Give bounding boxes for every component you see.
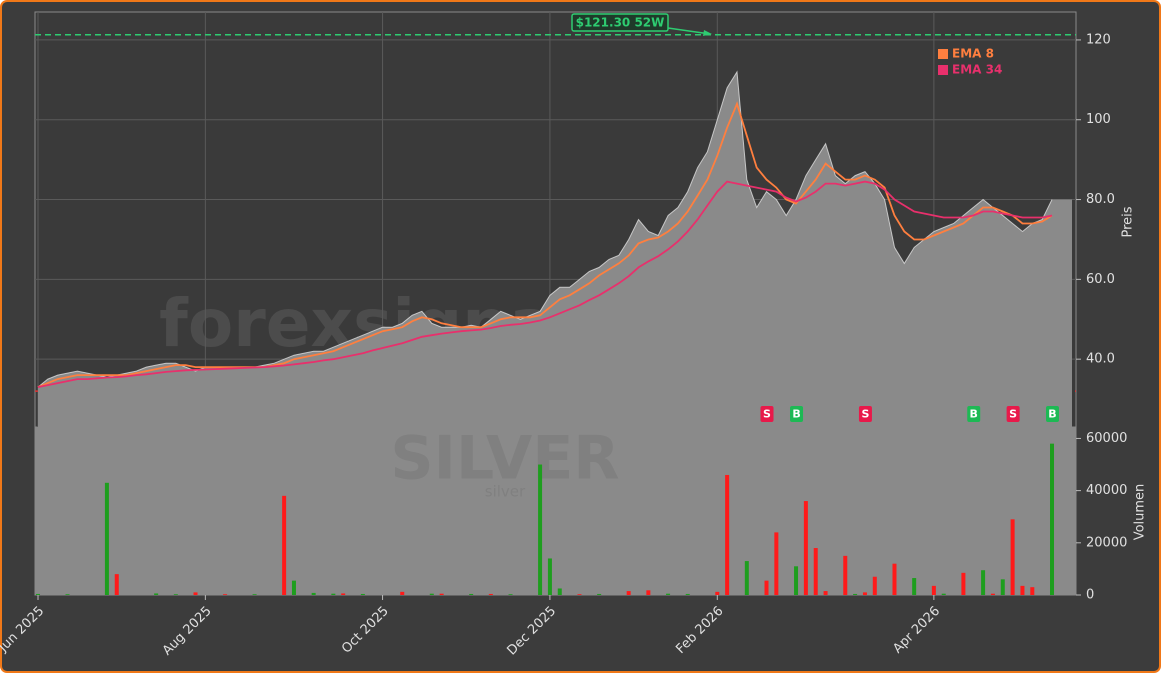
y2-tick-label: 60000 <box>1086 431 1127 446</box>
volume-bar <box>961 572 966 595</box>
volume-bar <box>439 593 444 595</box>
volume-bar <box>252 594 257 595</box>
legend-swatch <box>938 49 948 59</box>
volume-bar <box>646 590 651 595</box>
volume-bar <box>931 585 936 595</box>
y2-axis-label: Volumen <box>1133 484 1148 541</box>
signal-label: S <box>861 408 869 421</box>
signal-badge <box>858 406 872 422</box>
volume-bar <box>597 593 602 595</box>
volume-bar <box>853 593 858 595</box>
volume-bar <box>1020 585 1025 595</box>
volume-bar <box>872 576 877 595</box>
y-tick-label: 60.0 <box>1086 272 1115 287</box>
volume-bar <box>685 593 690 595</box>
volume-bar <box>1050 443 1054 595</box>
volume-bar <box>666 593 671 595</box>
volume-bar <box>1010 519 1015 595</box>
volume-bar <box>941 593 946 595</box>
volume-bar <box>488 593 493 595</box>
y-tick-label: 40.0 <box>1086 352 1115 367</box>
volume-bar <box>193 592 198 595</box>
volume-bar <box>154 593 159 595</box>
y-axis-label: Preis <box>1121 206 1136 237</box>
volume-bar <box>892 563 897 595</box>
legend-label: EMA 8 <box>952 47 994 61</box>
volume-bar <box>538 464 543 595</box>
volume-bar <box>331 593 336 595</box>
volume-bar <box>508 594 513 595</box>
annotation-arrow <box>667 27 711 35</box>
y2-tick-label: 0 <box>1086 588 1094 603</box>
ema-line <box>37 101 1053 388</box>
volume-bar <box>311 592 316 595</box>
signal-badge <box>1006 406 1020 422</box>
volume-bar <box>990 593 995 595</box>
volume-bar <box>547 558 552 595</box>
legend-swatch <box>938 65 948 75</box>
volume-bar <box>65 594 70 595</box>
volume-panel <box>34 427 1077 596</box>
volume-bar <box>173 594 178 595</box>
volume-bar <box>803 501 808 595</box>
volume-bar <box>104 482 109 595</box>
volume-bar <box>862 592 867 595</box>
signal-label: S <box>763 408 771 421</box>
signal-badge <box>790 406 804 422</box>
signal-badge <box>1046 406 1059 422</box>
y2-tick-label: 20000 <box>1086 535 1127 550</box>
annotation-label: $121.30 52W <box>576 16 665 30</box>
legend-label: EMA 34 <box>952 63 1002 77</box>
volume-bar <box>626 591 631 595</box>
y-tick-label: 100 <box>1086 112 1111 127</box>
symbol-sub: silver <box>485 483 526 501</box>
signal-label: B <box>792 408 800 421</box>
volume-bar <box>114 574 119 595</box>
ema-line <box>37 180 1053 388</box>
volume-bar <box>469 593 474 595</box>
signal-badge <box>760 406 774 422</box>
volume-bar <box>1030 587 1035 595</box>
volume-bar <box>1000 579 1005 595</box>
volume-bar <box>400 591 405 595</box>
volume-bar <box>981 570 986 595</box>
volume-bar <box>823 591 828 595</box>
symbol-watermark: SILVER <box>390 424 619 494</box>
volume-bar <box>360 593 365 595</box>
volume-bar <box>813 548 818 595</box>
volume-bar <box>36 593 40 595</box>
signal-label: B <box>970 408 978 421</box>
volume-bar <box>429 593 434 595</box>
volume-bar <box>744 561 749 595</box>
signal-label: S <box>1009 408 1017 421</box>
volume-bar <box>715 591 720 595</box>
volume-bar <box>291 580 296 595</box>
volume-bar <box>764 580 769 595</box>
volume-bar <box>341 593 346 595</box>
annotation-arrowhead <box>703 30 712 36</box>
volume-bar <box>843 555 848 595</box>
volume-bar <box>794 566 799 595</box>
y-tick-label: 80.0 <box>1086 192 1115 207</box>
volume-bar <box>577 594 582 595</box>
signal-label: B <box>1048 408 1056 421</box>
volume-bar <box>725 474 730 595</box>
signal-badge <box>967 406 981 422</box>
volume-bar <box>774 532 779 595</box>
volume-bar <box>557 588 562 595</box>
volume-bar <box>223 594 228 595</box>
price-area <box>38 71 1072 428</box>
volume-bar <box>282 495 287 595</box>
volume-bar <box>912 578 917 595</box>
y-tick-label: 120 <box>1086 32 1111 47</box>
annotation-box <box>571 13 669 32</box>
y2-tick-label: 40000 <box>1086 483 1127 498</box>
